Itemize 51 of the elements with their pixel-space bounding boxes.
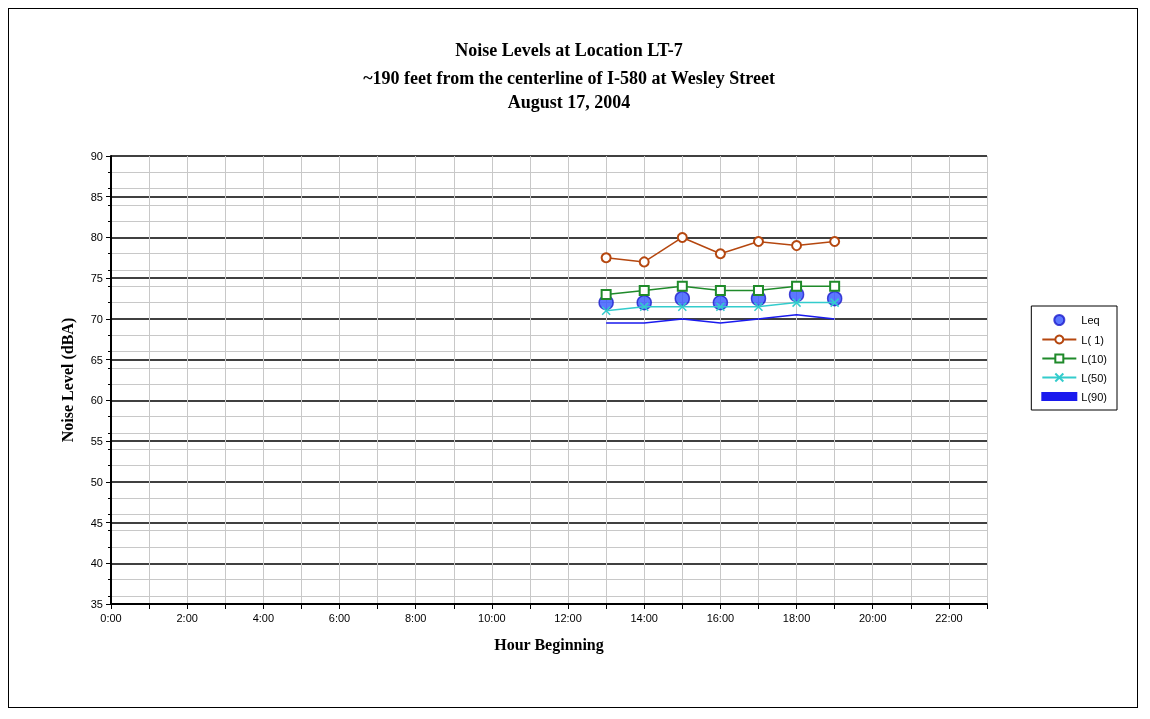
- x-tick-label: 0:00: [100, 611, 122, 624]
- y-tick-label: 40: [90, 557, 103, 570]
- y-tick-label: 70: [90, 312, 103, 325]
- chart-subtitle: ~190 feet from the centerline of I-580 at Wesley Street August 17, 2004: [363, 68, 775, 112]
- legend-label: L(90): [1081, 390, 1108, 403]
- y-tick-label: 90: [90, 150, 103, 162]
- point: [791, 280, 803, 292]
- legend-label: L( 1): [1081, 333, 1104, 346]
- point: [752, 284, 764, 296]
- x-axis-title: Hour Beginning: [494, 635, 604, 654]
- y-axis-title: Noise Level (dBA): [58, 317, 77, 443]
- point: [638, 284, 650, 296]
- point: [677, 301, 688, 312]
- point: [676, 280, 688, 292]
- point: [829, 236, 841, 248]
- y-tick-label: 45: [90, 516, 103, 529]
- point: [601, 306, 611, 316]
- legend-label: L(50): [1081, 371, 1108, 384]
- point: [714, 284, 726, 296]
- y-tick-label: 85: [90, 190, 103, 203]
- point: [714, 248, 726, 260]
- legend-label: Leq: [1081, 314, 1100, 326]
- y-tick-label: 80: [90, 231, 103, 244]
- y-tick-label: 60: [90, 394, 103, 407]
- point: [829, 280, 841, 292]
- point: [752, 236, 764, 248]
- point: [753, 301, 764, 312]
- point: [791, 240, 803, 252]
- x-tick-label: 16:00: [706, 611, 735, 624]
- x-tick-label: 10:00: [478, 611, 506, 624]
- x-tick-label: 20:00: [858, 611, 887, 624]
- y-tick-label: 75: [90, 272, 103, 285]
- y-tick-label: 65: [90, 353, 103, 366]
- chart-title: Noise Levels at Location LT-7: [455, 40, 683, 60]
- y-tick-label: 50: [90, 475, 103, 488]
- x-tick-label: 12:00: [554, 611, 582, 624]
- x-tick-label: 18:00: [782, 611, 811, 624]
- point: [791, 297, 802, 308]
- x-tick-label: 14:00: [630, 611, 658, 624]
- legend-label: L(10): [1081, 352, 1108, 365]
- y-tick-label: 55: [90, 435, 103, 448]
- point: [600, 288, 612, 300]
- point: [676, 231, 688, 243]
- x-tick-label: 4:00: [252, 611, 275, 624]
- x-tick-label: 2:00: [176, 611, 198, 624]
- x-tick-label: 6:00: [328, 611, 351, 624]
- x-tick-label: 8:00: [404, 611, 427, 624]
- point: [600, 252, 612, 264]
- y-tick-label: 35: [90, 598, 103, 610]
- x-tick-label: 22:00: [935, 611, 963, 624]
- point: [638, 256, 650, 268]
